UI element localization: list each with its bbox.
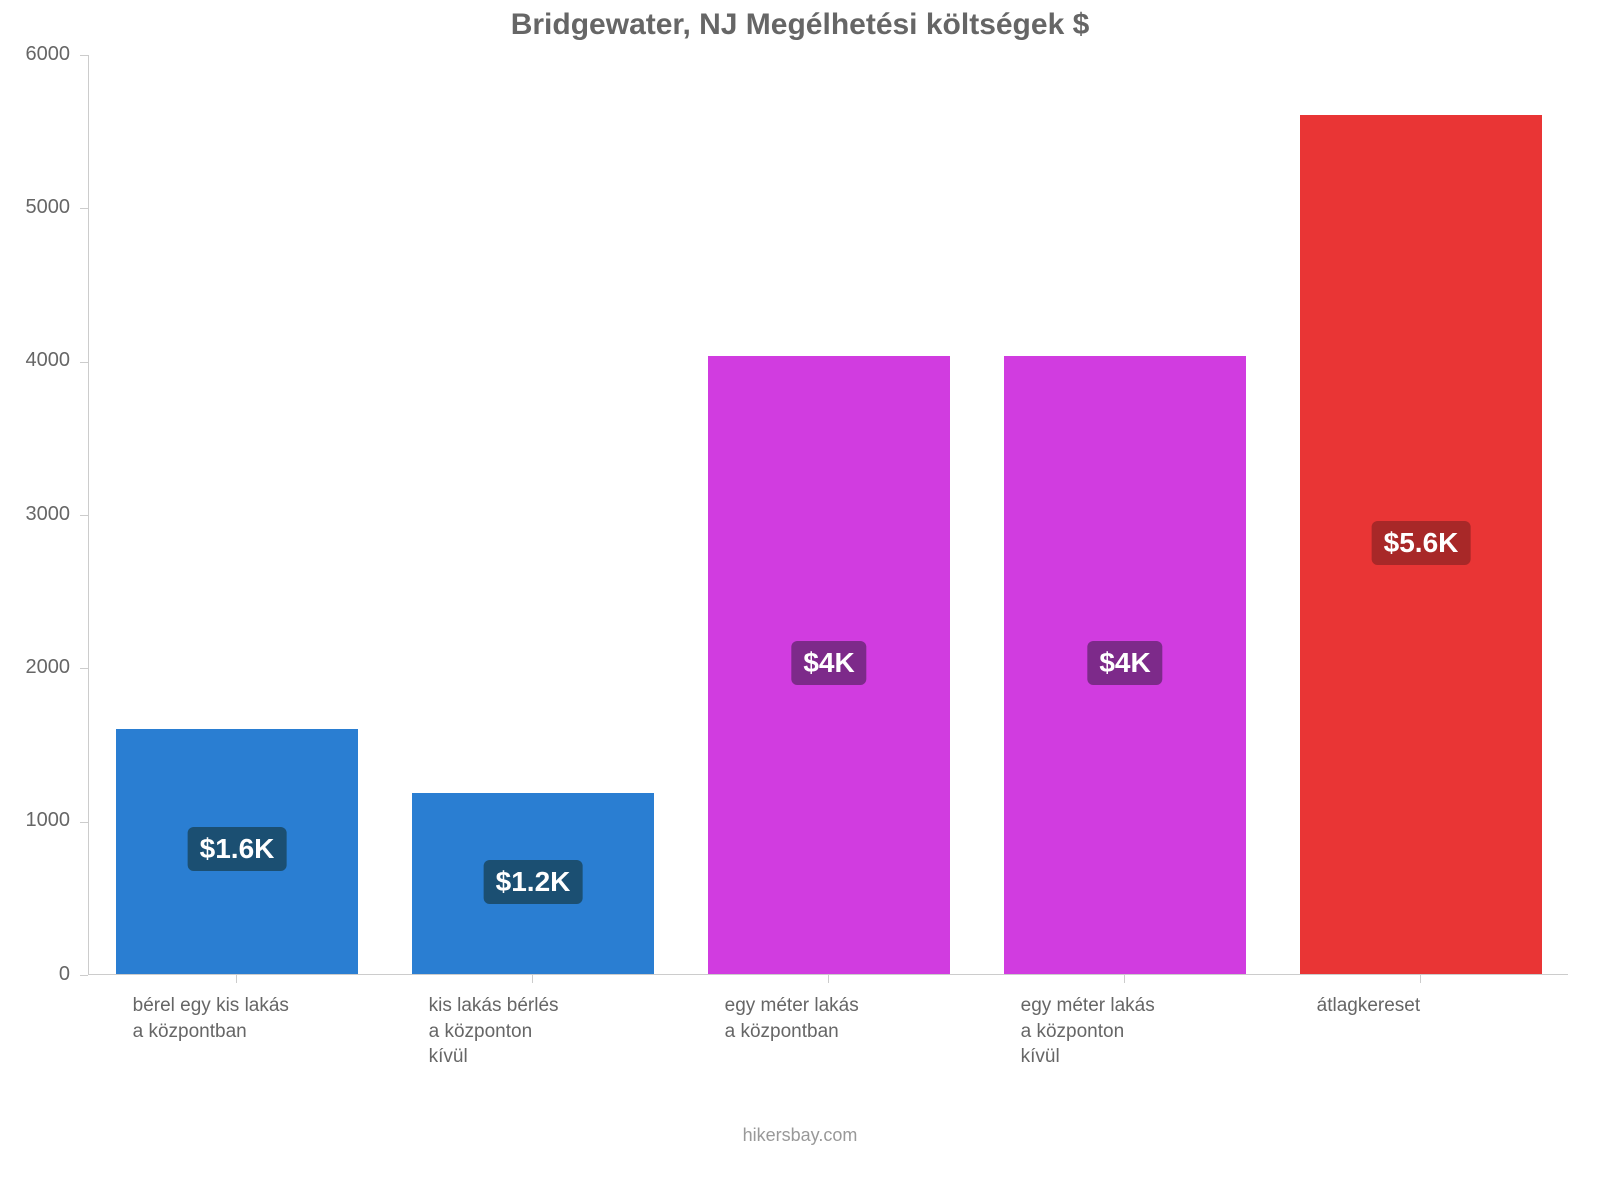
y-tick — [80, 55, 88, 56]
y-tick-label: 1000 — [0, 809, 70, 832]
chart-container: Bridgewater, NJ Megélhetési költségek $ … — [0, 0, 1600, 1200]
bar-value-badge: $1.6K — [188, 827, 287, 871]
y-tick — [80, 975, 88, 976]
x-tick-label: egy méter lakása központonkívül — [1021, 993, 1284, 1070]
y-tick-label: 5000 — [0, 196, 70, 219]
y-tick-label: 3000 — [0, 503, 70, 526]
bar-value-badge: $5.6K — [1372, 521, 1471, 565]
source-credit: hikersbay.com — [0, 1125, 1600, 1146]
x-tick — [236, 975, 237, 983]
x-tick-label: egy méter lakása központban — [725, 993, 988, 1044]
chart-title: Bridgewater, NJ Megélhetési költségek $ — [0, 8, 1600, 42]
x-tick-label: átlagkereset — [1317, 993, 1580, 1019]
y-tick — [80, 668, 88, 669]
bar-value-badge: $1.2K — [484, 860, 583, 904]
y-tick-label: 6000 — [0, 43, 70, 66]
y-tick-label: 0 — [0, 963, 70, 986]
bar-value-badge: $4K — [1087, 641, 1162, 685]
x-tick — [1124, 975, 1125, 983]
x-tick — [532, 975, 533, 983]
y-tick — [80, 822, 88, 823]
y-tick — [80, 362, 88, 363]
y-tick — [80, 515, 88, 516]
y-tick — [80, 208, 88, 209]
x-tick-label: kis lakás bérlésa központonkívül — [429, 993, 692, 1070]
x-tick — [828, 975, 829, 983]
y-tick-label: 4000 — [0, 349, 70, 372]
plot-area: $1.6K $1.2K $4K $4K $5.6K — [88, 55, 1568, 975]
x-tick — [1420, 975, 1421, 983]
y-tick-label: 2000 — [0, 656, 70, 679]
bar-value-badge: $4K — [791, 641, 866, 685]
x-tick-label: bérel egy kis lakása központban — [133, 993, 396, 1044]
